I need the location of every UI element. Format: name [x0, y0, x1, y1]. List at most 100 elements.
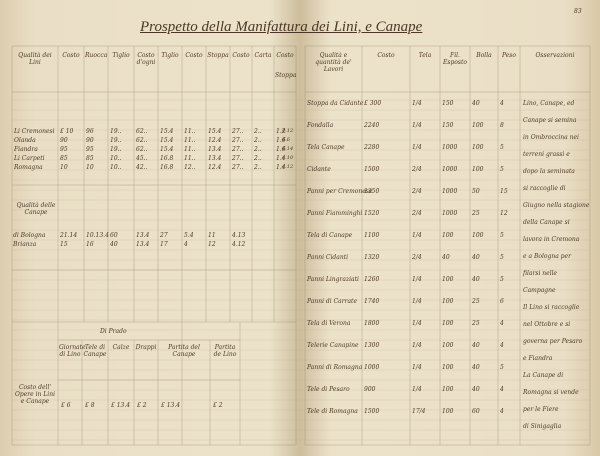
cell: 10..: [110, 164, 122, 171]
column-header: Drappi: [135, 344, 157, 351]
row-label: Panni Fiamminghi: [307, 210, 363, 217]
cell: 15.4: [208, 128, 222, 135]
cell: 4.12: [282, 128, 294, 134]
cell: 40: [472, 276, 480, 283]
observation-line: Lino, Canape, ed: [523, 100, 575, 107]
observation-line: Il Lino si raccoglie: [523, 304, 580, 311]
observation-line: Romagna si vende: [523, 389, 579, 396]
cell: 95: [60, 146, 68, 153]
row-label: Tela di Canape: [307, 232, 353, 239]
cell: 4.10: [282, 155, 294, 161]
cell: 62..: [136, 128, 148, 135]
cell: 1000: [442, 210, 458, 217]
cell: 4: [500, 320, 504, 327]
cell: 5: [500, 232, 504, 239]
cell: 11: [208, 232, 216, 239]
cell: 150: [442, 100, 454, 107]
cell: 100: [472, 144, 484, 151]
cell: 100: [472, 166, 484, 173]
column-header: Peso: [501, 52, 516, 59]
cell: 1000: [442, 188, 458, 195]
cell: 5.4: [184, 232, 194, 239]
cell: 27..: [232, 164, 244, 171]
row-label: Telerie Canapine: [307, 342, 359, 349]
cell: 12.4: [208, 164, 222, 171]
cell: 25: [472, 210, 480, 217]
cell: 900: [364, 386, 376, 393]
column-header: Osservazioni: [535, 52, 575, 59]
row-label: Costo dell' Opere in Lini e Canape: [14, 384, 55, 405]
cell: £ 8: [85, 402, 95, 409]
page-number: 83: [574, 8, 582, 15]
cell: 5: [500, 276, 504, 283]
cell: 100: [442, 386, 454, 393]
cell: 1300: [364, 342, 380, 349]
cell: 1.4: [276, 155, 286, 162]
column-header: Costo: [185, 52, 203, 59]
observation-line: Giugno nella stagione: [523, 202, 590, 209]
column-header: Tela: [418, 52, 432, 59]
cell: 50: [472, 188, 480, 195]
section-title: Qualità delle Canape: [16, 202, 56, 216]
column-header: Calze: [112, 344, 130, 351]
cell: 1500: [364, 408, 380, 415]
cell: 27..: [232, 137, 244, 144]
row-label: Cidante: [307, 166, 331, 173]
cell: 100: [442, 342, 454, 349]
cell: 62..: [136, 137, 148, 144]
column-header: Partita de Lino: [213, 344, 237, 358]
cell: 4.12: [282, 164, 294, 170]
cell: 27: [160, 232, 168, 239]
column-header: Costo: [276, 52, 294, 59]
cell: 19..: [110, 128, 122, 135]
cell: 15.4: [160, 137, 174, 144]
cell: 1/4: [412, 276, 422, 283]
column-header: Giornate di Lino: [59, 344, 86, 358]
cell: 17/4: [412, 408, 426, 415]
column-header: Ruocca: [85, 52, 108, 59]
cell: 15: [60, 241, 68, 248]
row-label: di Bologna: [13, 232, 46, 239]
cell: 4.6: [282, 137, 290, 143]
cell: 10: [86, 164, 94, 171]
cell: 1320: [364, 254, 380, 261]
cell: 4: [500, 386, 504, 393]
cell: 1/4: [412, 298, 422, 305]
cell: 40: [472, 100, 480, 107]
cell: 1/4: [412, 144, 422, 151]
cell: 100: [442, 276, 454, 283]
cell: 96: [86, 128, 94, 135]
observation-line: di Sinigaglia: [523, 423, 562, 430]
row-label: Fondalla: [307, 122, 334, 129]
cell: 12: [208, 241, 216, 248]
cell: 19..: [110, 146, 122, 153]
cell: 85: [86, 155, 94, 162]
cell: 1/4: [412, 122, 422, 129]
cell: 12.4: [208, 137, 222, 144]
cell: 90: [86, 137, 94, 144]
row-label: Tela Canape: [307, 144, 345, 151]
cell: 4: [500, 408, 504, 415]
cell: 45..: [136, 155, 148, 162]
observation-line: e Fiandra: [523, 355, 553, 362]
cell: 4: [500, 342, 504, 349]
cell: 1000: [442, 144, 458, 151]
column-header: Stoppa: [275, 72, 297, 79]
cell: 1350: [364, 188, 380, 195]
cell: 1.4: [276, 164, 286, 171]
observation-line: governa per Pesaro: [523, 338, 583, 345]
row-label: Fiandra: [14, 146, 38, 153]
cell: 8: [500, 122, 504, 129]
cell: 100: [442, 298, 454, 305]
observation-line: dopo la seminata: [523, 168, 575, 175]
cell: 5: [500, 166, 504, 173]
cell: 15.4: [160, 146, 174, 153]
title: Prospetto della Manifattura dei Lini, e …: [140, 19, 423, 35]
observation-line: terreni grassi e: [523, 151, 570, 158]
cell: £ 300: [364, 100, 382, 107]
cell: £ 13.4: [161, 402, 181, 409]
observation-line: nel Ottobre e si: [523, 321, 571, 328]
cell: 60: [472, 408, 480, 415]
cell: 2/4: [412, 210, 422, 217]
